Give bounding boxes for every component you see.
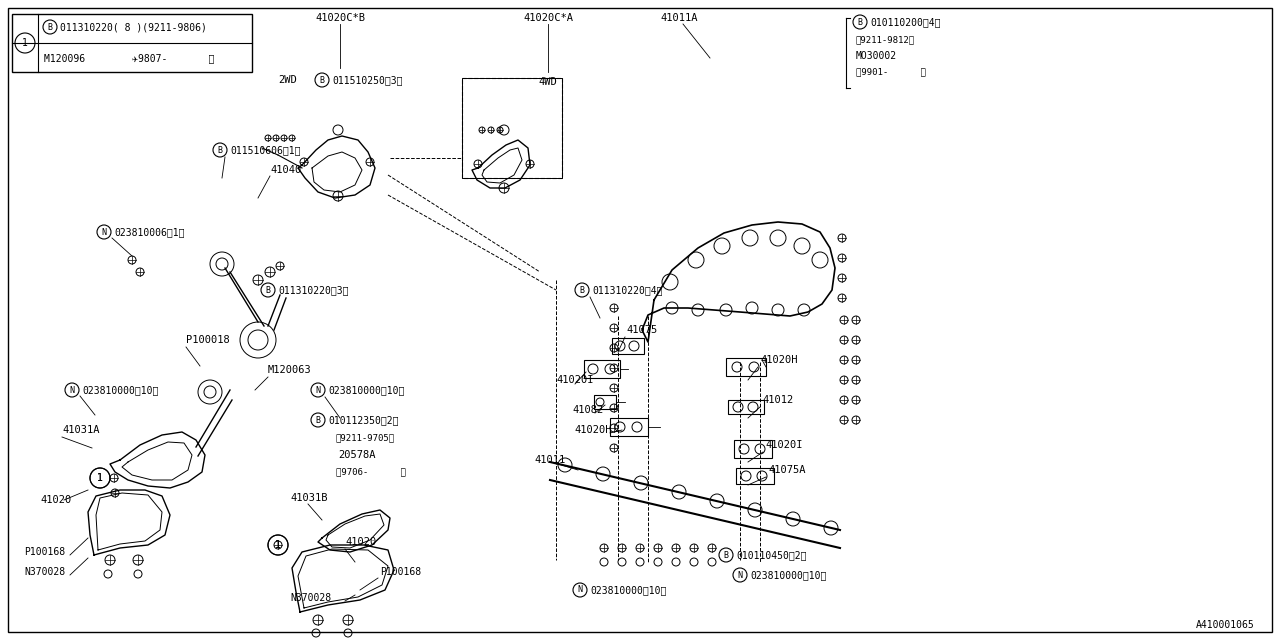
Text: N: N: [315, 385, 320, 394]
Text: MO30002: MO30002: [856, 51, 897, 61]
Text: B: B: [723, 550, 728, 559]
Text: N370028: N370028: [291, 593, 332, 603]
Text: A410001065: A410001065: [1197, 620, 1254, 630]
Text: 1: 1: [275, 540, 280, 550]
Text: B: B: [218, 145, 223, 154]
Text: 011310220（4）: 011310220（4）: [591, 285, 663, 295]
Text: 023810000（10）: 023810000（10）: [328, 385, 404, 395]
Text: 41020: 41020: [40, 495, 72, 505]
Text: N: N: [69, 385, 74, 394]
Text: 20578A: 20578A: [338, 450, 375, 460]
Text: 023810000（10）: 023810000（10）: [590, 585, 667, 595]
Text: 41075: 41075: [626, 325, 657, 335]
Text: 41011A: 41011A: [660, 13, 698, 23]
Text: 41011: 41011: [534, 455, 566, 465]
Text: M120063: M120063: [268, 365, 312, 375]
Text: 010112350（2）: 010112350（2）: [328, 415, 398, 425]
Bar: [584, 360, 620, 378]
Text: P100018: P100018: [186, 335, 229, 345]
Text: 41020H: 41020H: [573, 425, 612, 435]
Text: 41075A: 41075A: [768, 465, 805, 475]
Text: （9211-9705）: （9211-9705）: [335, 433, 396, 442]
Text: B: B: [265, 285, 270, 294]
Text: B: B: [580, 285, 585, 294]
Text: N: N: [737, 570, 742, 579]
Text: B: B: [315, 415, 320, 424]
Text: 011510606（1）: 011510606（1）: [230, 145, 301, 155]
Bar: [611, 418, 648, 436]
Bar: [736, 468, 774, 484]
Text: 1: 1: [97, 473, 102, 483]
Text: 41020C*B: 41020C*B: [315, 13, 365, 23]
Bar: [612, 338, 644, 354]
Bar: [728, 400, 764, 414]
Bar: [12, 14, 252, 72]
Text: （9901-      ）: （9901- ）: [856, 67, 925, 77]
Text: 1: 1: [275, 540, 280, 550]
Text: 2WD: 2WD: [278, 75, 297, 85]
Text: 41020C*A: 41020C*A: [524, 13, 573, 23]
Text: 41031B: 41031B: [291, 493, 328, 503]
Text: 41020: 41020: [346, 537, 376, 547]
Text: 023810006（1）: 023810006（1）: [114, 227, 184, 237]
Text: 011310220（3）: 011310220（3）: [278, 285, 348, 295]
Text: B: B: [47, 22, 52, 31]
Text: 023810000（10）: 023810000（10）: [750, 570, 827, 580]
Text: （9706-      ）: （9706- ）: [335, 467, 406, 477]
Text: 41031A: 41031A: [61, 425, 100, 435]
Text: P100168: P100168: [380, 567, 421, 577]
Text: 41020I: 41020I: [765, 440, 803, 450]
Text: B: B: [858, 17, 863, 26]
Bar: [726, 358, 765, 376]
Text: P100168: P100168: [24, 547, 65, 557]
Text: 4WD: 4WD: [539, 77, 557, 87]
Text: 1: 1: [22, 38, 28, 48]
Text: 010110450（2）: 010110450（2）: [736, 550, 806, 560]
Text: 023810000（10）: 023810000（10）: [82, 385, 159, 395]
Bar: [594, 395, 616, 409]
Text: 011310220( 8 )(9211-9806): 011310220( 8 )(9211-9806): [60, 22, 207, 32]
Bar: [733, 440, 772, 458]
Text: B: B: [320, 76, 325, 84]
Text: 011510250（3）: 011510250（3）: [332, 75, 402, 85]
Text: 41020H: 41020H: [760, 355, 797, 365]
Text: N370028: N370028: [24, 567, 65, 577]
Text: 1: 1: [97, 473, 102, 483]
Text: （9211-9812）: （9211-9812）: [856, 35, 915, 45]
Text: M120096        ✈9807-       〉: M120096 ✈9807- 〉: [44, 53, 214, 63]
Text: 010110200（4）: 010110200（4）: [870, 17, 941, 27]
Text: 41082: 41082: [572, 405, 603, 415]
Bar: [462, 78, 562, 178]
Text: 41020I: 41020I: [556, 375, 594, 385]
Text: 41040: 41040: [270, 165, 301, 175]
Text: N: N: [577, 586, 582, 595]
Text: 41012: 41012: [762, 395, 794, 405]
Text: N: N: [101, 227, 106, 237]
